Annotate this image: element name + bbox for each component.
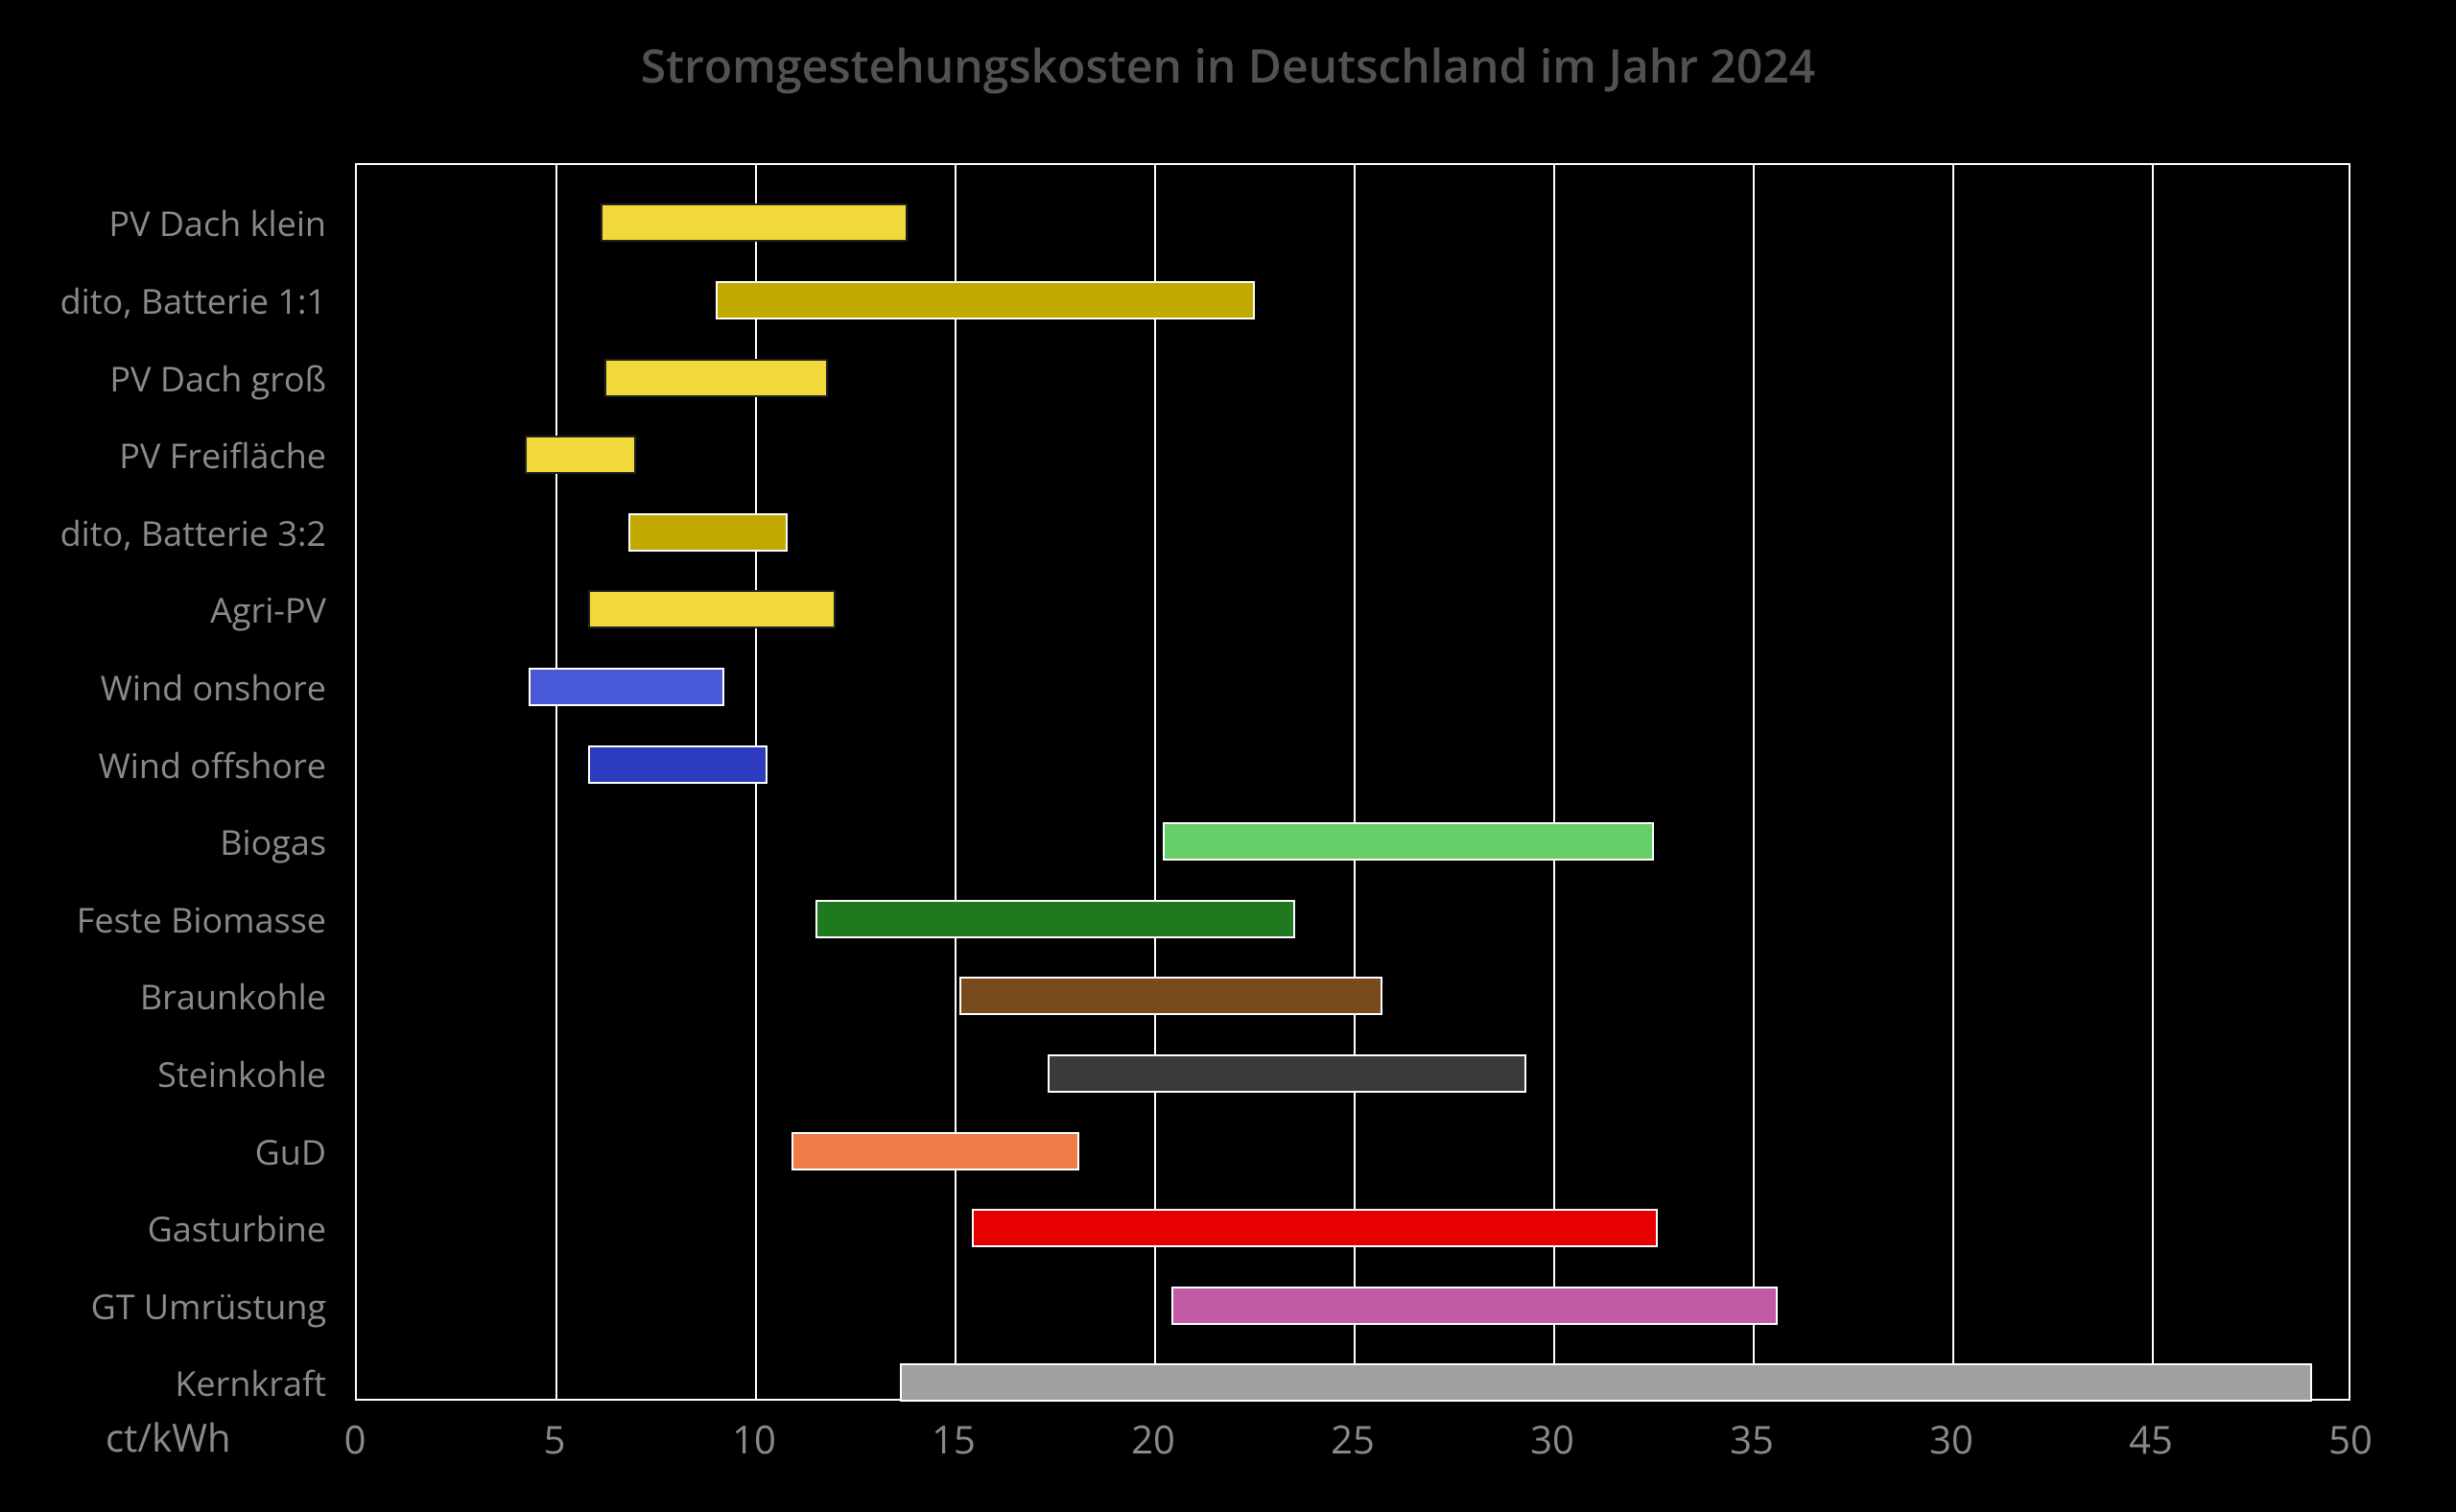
x-tick-label: 10 — [706, 1412, 802, 1465]
gridline — [955, 165, 956, 1399]
x-axis-label: ct/kWh — [106, 1410, 231, 1463]
x-tick-label: 35 — [1704, 1412, 1800, 1465]
y-tick-label: dito, Batterie 3:2 — [0, 509, 326, 556]
y-tick-label: Gasturbine — [0, 1205, 326, 1252]
x-tick-label: 0 — [307, 1412, 403, 1465]
gridline — [2152, 165, 2154, 1399]
range-bar — [972, 1209, 1659, 1247]
range-bar — [628, 513, 788, 552]
range-bar — [1163, 822, 1654, 861]
range-bar — [1171, 1287, 1778, 1325]
x-tick-label: 5 — [507, 1412, 602, 1465]
y-tick-label: GT Umrüstung — [0, 1283, 326, 1330]
range-bar — [529, 668, 724, 706]
y-tick-label: Wind onshore — [0, 664, 326, 711]
y-tick-label: PV Dach groß — [0, 355, 326, 402]
y-tick-label: GuD — [0, 1128, 326, 1175]
y-tick-label: Biogas — [0, 818, 326, 865]
range-bar — [588, 745, 768, 784]
y-tick-label: PV Freifläche — [0, 432, 326, 479]
range-bar — [900, 1363, 2313, 1402]
x-tick-label: 25 — [1305, 1412, 1401, 1465]
range-bar — [588, 590, 836, 628]
y-tick-label: Wind offshore — [0, 742, 326, 789]
gridline — [555, 165, 557, 1399]
y-tick-label: Steinkohle — [0, 1051, 326, 1098]
chart-title: Stromgestehungskosten in Deutschland im … — [0, 35, 2456, 97]
x-tick-label: 45 — [2103, 1412, 2199, 1465]
y-tick-label: Braunkohle — [0, 973, 326, 1020]
range-bar — [791, 1132, 1079, 1170]
range-bar — [815, 900, 1294, 938]
gridline — [1753, 165, 1755, 1399]
gridline — [1952, 165, 1954, 1399]
x-tick-label: 30 — [1903, 1412, 1999, 1465]
range-bar — [525, 436, 636, 474]
y-tick-label: Agri-PV — [0, 586, 326, 633]
x-tick-label: 20 — [1105, 1412, 1201, 1465]
range-bar — [716, 281, 1255, 319]
y-tick-label: Feste Biomasse — [0, 896, 326, 943]
y-tick-label: dito, Batterie 1:1 — [0, 277, 326, 324]
y-tick-label: PV Dach klein — [0, 200, 326, 247]
plot-area — [355, 163, 2350, 1401]
x-tick-label: 50 — [2302, 1412, 2398, 1465]
x-tick-label: 15 — [906, 1412, 1002, 1465]
range-bar — [601, 203, 908, 242]
range-bar — [959, 977, 1382, 1015]
y-tick-label: Kernkraft — [0, 1359, 326, 1406]
x-tick-label: 30 — [1504, 1412, 1600, 1465]
range-bar — [604, 359, 828, 397]
range-bar — [1048, 1054, 1526, 1093]
